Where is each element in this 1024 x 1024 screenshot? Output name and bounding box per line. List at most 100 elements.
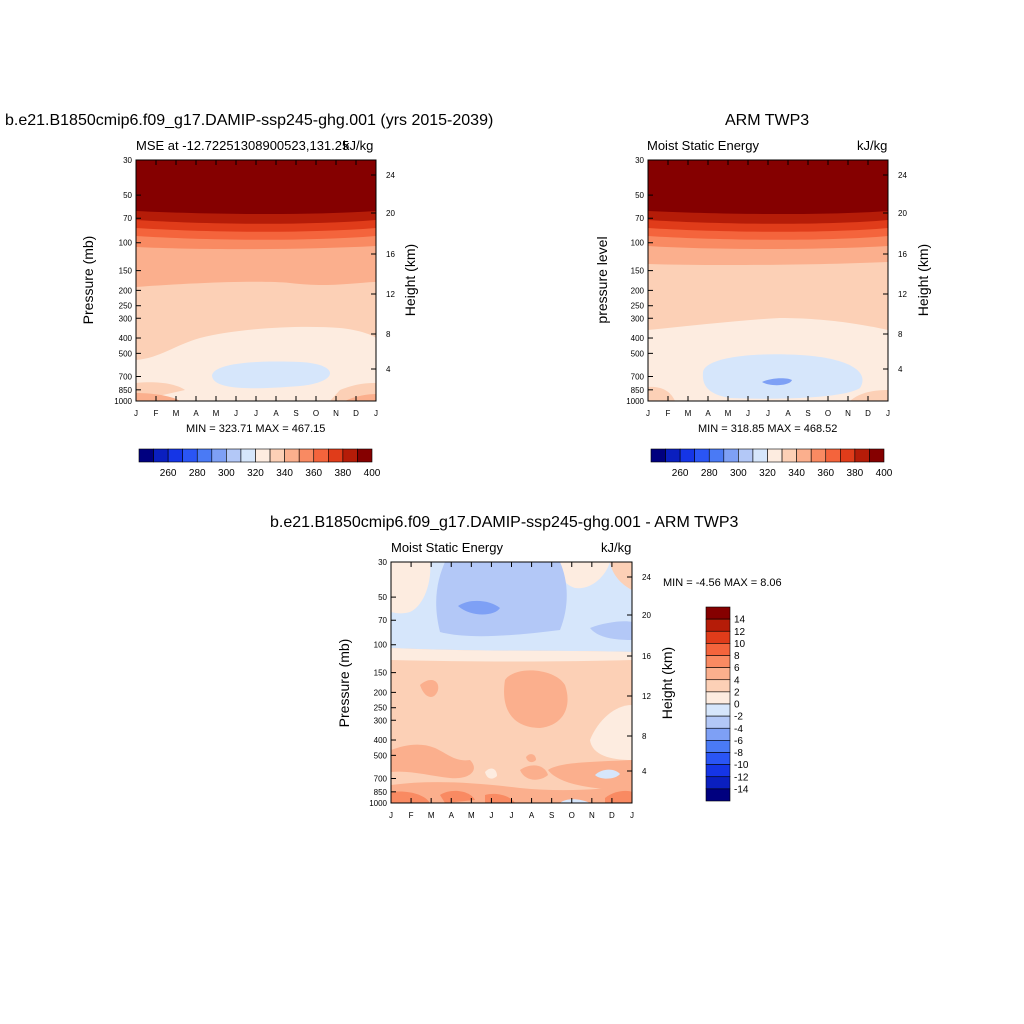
x-tick-label: A (193, 409, 199, 418)
colorbar-label: 260 (160, 468, 177, 479)
x-tick-label: M (685, 409, 692, 418)
panel2-colorbar: 260 280 300 320 340 360 380 400 (650, 448, 893, 479)
x-tick-label: A (705, 409, 711, 418)
y-tick-label: 200 (374, 688, 388, 697)
colorbar-label: -14 (734, 784, 749, 795)
x-tick-label: N (333, 409, 339, 418)
colorbar-cell (705, 740, 731, 753)
colorbar-label: -8 (734, 748, 743, 759)
colorbar-label: -2 (734, 712, 743, 723)
y-tick-label: 50 (635, 191, 644, 200)
panel3-title: b.e21.B1850cmip6.f09_g17.DAMIP-ssp245-gh… (270, 514, 739, 531)
x-tick-label: S (805, 409, 810, 418)
y-tick-label: 500 (631, 349, 645, 358)
colorbar-cell (705, 655, 731, 668)
x-tick-label: O (313, 409, 319, 418)
colorbar-cell (705, 606, 731, 620)
x-tick-label: M (213, 409, 220, 418)
panel1-subtitle-left: MSE at -12.72251308900523,131.25 (136, 138, 350, 153)
colorbar-cell (705, 776, 731, 790)
height-tick-label: 12 (386, 290, 395, 299)
x-tick-label: F (409, 811, 414, 820)
panel2-height-axis: 24 20 16 12 8 4 (883, 171, 907, 374)
x-tick-label: J (886, 409, 890, 418)
x-tick-label: J (646, 409, 650, 418)
panel1-height-axis: 24 20 16 12 8 4 (371, 171, 395, 374)
panel3-y-axis: 30 50 70 100 150 200 250 300 400 500 700 850 1000 (369, 558, 396, 808)
x-tick-label: J (389, 811, 393, 820)
y-tick-label: 500 (374, 751, 388, 760)
colorbar-label: 320 (247, 468, 264, 479)
colorbar-cell (705, 691, 731, 705)
x-tick-label: J (489, 811, 493, 820)
x-tick-label: N (589, 811, 595, 820)
colorbar-label: 12 (734, 627, 746, 638)
y-tick-label: 200 (631, 286, 645, 295)
y-tick-label: 50 (123, 191, 132, 200)
panel2-subtitle-left: Moist Static Energy (647, 138, 759, 153)
x-tick-label: O (825, 409, 831, 418)
colorbar-label: 400 (364, 468, 381, 479)
colorbar-label: 340 (788, 468, 805, 479)
colorbar-cell (705, 630, 731, 644)
panel3-contours (391, 562, 632, 803)
height-tick-label: 24 (386, 171, 395, 180)
colorbar-cell (869, 448, 885, 463)
x-tick-label: J (510, 811, 514, 820)
colorbar-cell (705, 788, 731, 802)
x-tick-label: J (254, 409, 258, 418)
panel2-contours (648, 160, 888, 401)
x-tick-label: J (134, 409, 138, 418)
y-tick-label: 700 (631, 372, 645, 381)
y-tick-label: 400 (119, 334, 133, 343)
colorbar-cell (705, 727, 731, 741)
x-tick-label: M (468, 811, 475, 820)
panel1-contours (136, 160, 376, 401)
panel1-subtitle-right: kJ/kg (343, 138, 374, 153)
y-tick-label: 250 (374, 704, 388, 713)
y-tick-label: 70 (635, 214, 644, 223)
colorbar-label: 380 (847, 468, 864, 479)
colorbar-cell (705, 643, 731, 656)
height-tick-label: 8 (386, 330, 391, 339)
y-tick-label: 850 (119, 386, 133, 395)
y-tick-label: 70 (378, 616, 387, 625)
colorbar-label: 10 (734, 639, 746, 650)
x-tick-label: A (529, 811, 535, 820)
colorbar-label: 360 (817, 468, 834, 479)
y-tick-label: 400 (631, 334, 645, 343)
x-tick-label: F (666, 409, 671, 418)
height-tick-label: 20 (386, 209, 395, 218)
y-tick-label: 1000 (626, 397, 644, 406)
colorbar-label: 300 (218, 468, 235, 479)
x-tick-label: J (374, 409, 378, 418)
colorbar-label: 400 (876, 468, 893, 479)
height-tick-label: 16 (642, 652, 651, 661)
height-tick-label: 4 (898, 365, 903, 374)
colorbar-label: 8 (734, 651, 740, 662)
x-tick-label: J (630, 811, 634, 820)
colorbar-cell (705, 703, 731, 717)
panel3-min-max: MIN = -4.56 MAX = 8.06 (663, 577, 782, 589)
height-tick-label: 12 (642, 692, 651, 701)
y-tick-label: 300 (631, 314, 645, 323)
y-tick-label: 700 (119, 372, 133, 381)
y-tick-label: 100 (119, 239, 133, 248)
height-tick-label: 16 (898, 250, 907, 259)
height-tick-label: 20 (898, 209, 907, 218)
x-tick-label: O (569, 811, 575, 820)
colorbar-label: 2 (734, 687, 740, 698)
x-tick-label: J (234, 409, 238, 418)
y-tick-label: 200 (119, 286, 133, 295)
colorbar-label: -4 (734, 724, 743, 735)
height-tick-label: 4 (642, 767, 647, 776)
colorbar-label: 380 (335, 468, 352, 479)
panel3-subtitle-left: Moist Static Energy (391, 540, 503, 555)
colorbar-label: -6 (734, 736, 743, 747)
height-tick-label: 24 (898, 171, 907, 180)
